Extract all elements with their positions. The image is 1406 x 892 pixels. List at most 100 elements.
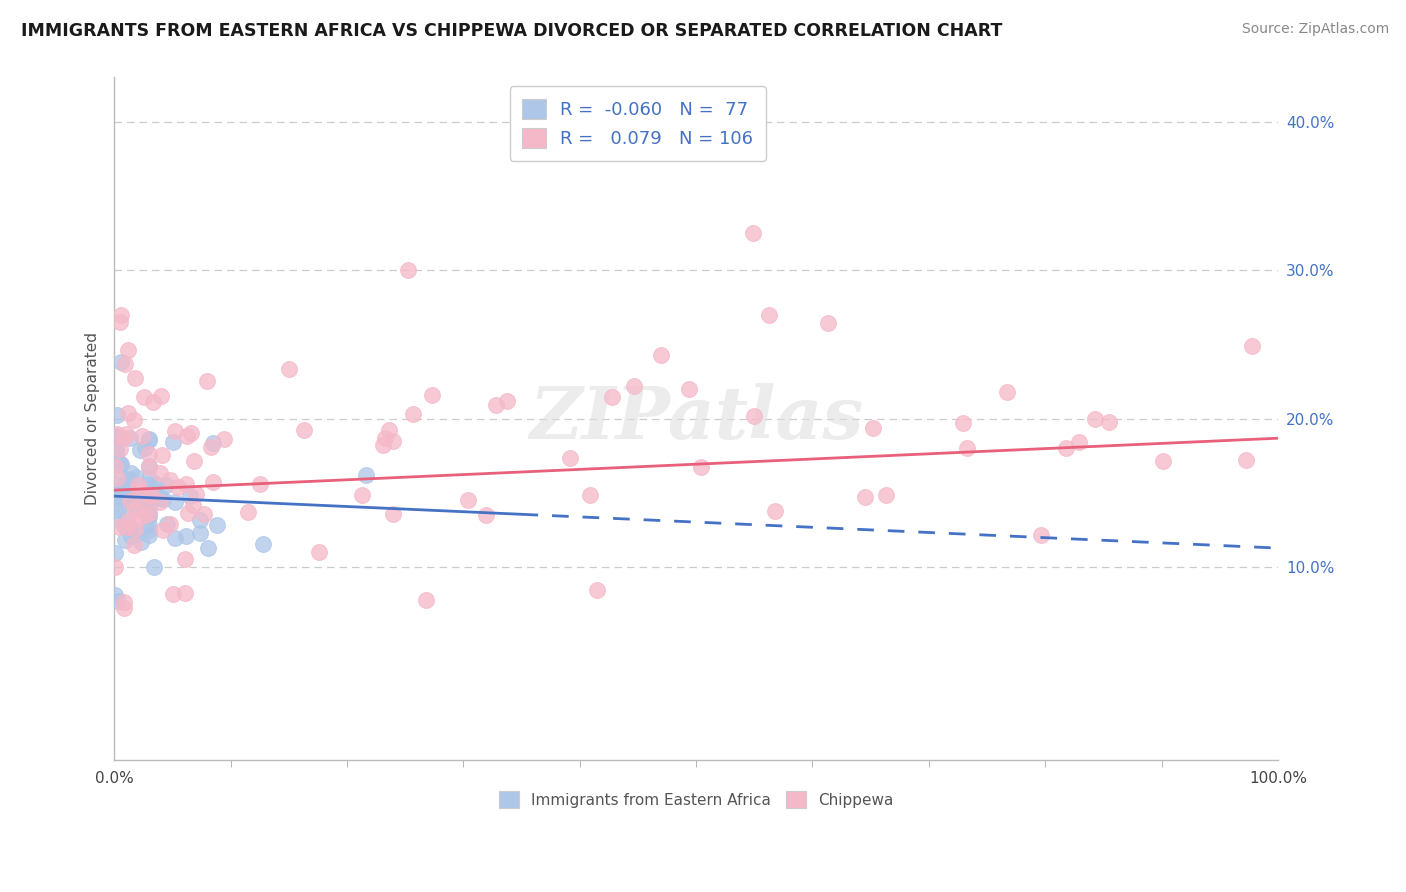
Point	[104, 459, 127, 474]
Point	[165, 495, 187, 509]
Y-axis label: Divorced or Separated: Divorced or Separated	[86, 333, 100, 506]
Point	[104, 546, 127, 560]
Point	[186, 487, 208, 501]
Point	[188, 526, 211, 541]
Point	[145, 476, 167, 491]
Point	[586, 582, 609, 597]
Point	[105, 426, 128, 441]
Point	[138, 506, 160, 520]
Point	[496, 394, 519, 409]
Point	[138, 518, 160, 533]
Point	[174, 476, 197, 491]
Point	[180, 425, 202, 440]
Point	[202, 475, 225, 490]
Point	[173, 586, 195, 600]
Point	[875, 488, 897, 502]
Point	[212, 433, 235, 447]
Point	[120, 521, 142, 535]
Point	[108, 442, 131, 457]
Point	[112, 431, 135, 445]
Point	[138, 447, 160, 461]
Point	[132, 496, 155, 510]
Point	[176, 507, 198, 521]
Point	[125, 470, 148, 484]
Point	[124, 490, 146, 504]
Point	[112, 595, 135, 609]
Point	[110, 457, 132, 471]
Point	[138, 486, 160, 500]
Point	[107, 503, 129, 517]
Point	[623, 379, 645, 393]
Point	[200, 441, 222, 455]
Point	[124, 371, 146, 385]
Point	[174, 552, 197, 566]
Text: ZIPatlas: ZIPatlas	[529, 384, 863, 454]
Point	[176, 429, 198, 443]
Point	[115, 518, 138, 533]
Point	[1054, 441, 1077, 455]
Point	[117, 407, 139, 421]
Point	[138, 508, 160, 523]
Point	[763, 504, 786, 518]
Point	[374, 432, 396, 446]
Point	[396, 263, 419, 277]
Point	[114, 533, 136, 548]
Point	[197, 541, 219, 555]
Point	[127, 527, 149, 541]
Point	[378, 423, 401, 437]
Point	[117, 343, 139, 358]
Point	[600, 390, 623, 404]
Point	[107, 428, 129, 442]
Point	[118, 490, 141, 504]
Point	[862, 421, 884, 435]
Point	[110, 308, 132, 322]
Point	[149, 466, 172, 480]
Point	[457, 493, 479, 508]
Point	[138, 528, 160, 542]
Point	[415, 593, 437, 607]
Point	[1084, 412, 1107, 426]
Point	[1067, 434, 1090, 449]
Point	[995, 384, 1018, 399]
Point	[112, 519, 135, 533]
Point	[952, 416, 974, 430]
Point	[132, 501, 155, 516]
Point	[104, 442, 127, 456]
Point	[689, 459, 711, 474]
Point	[122, 496, 145, 510]
Point	[744, 409, 766, 423]
Point	[308, 545, 330, 559]
Point	[1240, 339, 1263, 353]
Point	[650, 348, 672, 362]
Point	[152, 523, 174, 537]
Point	[122, 538, 145, 552]
Point	[105, 496, 128, 510]
Point	[124, 413, 146, 427]
Point	[159, 473, 181, 487]
Point	[193, 507, 215, 521]
Point	[195, 374, 218, 388]
Point	[558, 450, 581, 465]
Point	[741, 227, 763, 241]
Point	[115, 509, 138, 524]
Point	[107, 520, 129, 534]
Point	[108, 484, 131, 499]
Point	[111, 484, 134, 499]
Point	[142, 560, 165, 574]
Point	[350, 488, 373, 502]
Point	[1152, 454, 1174, 468]
Point	[108, 487, 131, 501]
Point	[138, 432, 160, 446]
Point	[104, 489, 127, 503]
Legend: Immigrants from Eastern Africa, Chippewa: Immigrants from Eastern Africa, Chippewa	[492, 785, 900, 814]
Point	[402, 407, 425, 421]
Point	[114, 357, 136, 371]
Point	[104, 430, 127, 444]
Point	[120, 431, 142, 445]
Point	[758, 308, 780, 322]
Point	[174, 529, 197, 543]
Point	[134, 441, 156, 455]
Point	[678, 382, 700, 396]
Point	[110, 457, 132, 471]
Point	[138, 458, 160, 473]
